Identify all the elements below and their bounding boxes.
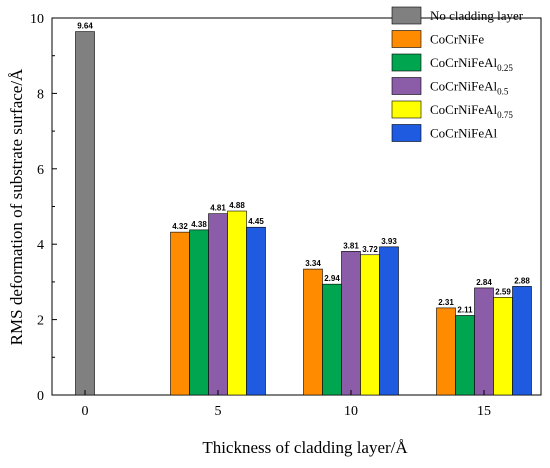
legend-swatch xyxy=(391,53,422,72)
x-tick-label: 0 xyxy=(82,404,89,419)
bar-data-label: 2.59 xyxy=(495,287,511,296)
legend-swatch xyxy=(391,100,422,119)
legend-entry: CoCrNiFeAl xyxy=(430,126,498,141)
bar xyxy=(379,246,399,396)
x-tick-label: 5 xyxy=(215,404,222,419)
legend-swatch xyxy=(391,77,422,95)
bar xyxy=(246,226,266,396)
y-tick-label: 6 xyxy=(37,163,44,178)
bar xyxy=(455,315,475,396)
bar-data-label: 3.72 xyxy=(362,245,378,254)
bar xyxy=(303,268,323,396)
legend: No cladding layer CoCrNiFe CoCrNiFeAl0.25 C… xyxy=(391,6,524,142)
bar xyxy=(436,307,456,396)
bar xyxy=(493,297,513,396)
bar-data-label: 2.94 xyxy=(324,274,340,283)
legend-swatch xyxy=(391,6,422,25)
bar xyxy=(189,229,209,396)
x-tick-label: 10 xyxy=(344,404,358,419)
legend-entry: CoCrNiFeAl0.75 xyxy=(430,102,513,120)
bar xyxy=(474,287,494,396)
bar-data-label: 2.88 xyxy=(514,276,530,285)
y-tick-label: 10 xyxy=(30,12,44,27)
legend-entry: CoCrNiFe xyxy=(430,32,484,47)
bar xyxy=(360,254,380,396)
bar-data-label: 4.81 xyxy=(210,204,226,213)
y-tick-label: 8 xyxy=(37,87,44,102)
bars: 9.64 4.32 4.384.81 4.884.45 3.342.94 3.81 3.72… xyxy=(75,22,532,396)
bar xyxy=(227,210,247,396)
bar xyxy=(208,213,228,396)
legend-entry: CoCrNiFeAl0.5 xyxy=(430,79,509,97)
bar-data-label: 4.38 xyxy=(191,220,207,229)
x-axis-label: Thickness of cladding layer/Å xyxy=(202,438,408,457)
bar xyxy=(341,251,361,396)
bar-data-label: 2.31 xyxy=(438,298,454,307)
y-axis-label: RMS deformation of substrate surface/Å xyxy=(7,68,26,345)
bar xyxy=(322,283,342,396)
bar-data-label: 3.34 xyxy=(305,259,321,268)
legend-swatch xyxy=(391,124,422,142)
legend-swatch xyxy=(391,30,422,48)
bar-data-label: 9.64 xyxy=(77,22,93,31)
bar-data-label: 4.88 xyxy=(229,201,245,210)
y-tick-label: 4 xyxy=(37,238,44,253)
bar-data-label: 4.32 xyxy=(172,222,188,231)
x-tick-label: 15 xyxy=(477,404,491,419)
y-tick-label: 2 xyxy=(37,314,44,329)
bar xyxy=(170,231,190,396)
bar xyxy=(512,286,532,396)
ticks: 0 2 4 6 8 10 0 5 10 15 xyxy=(30,12,491,419)
bar xyxy=(75,31,95,396)
bar-data-label: 2.84 xyxy=(476,278,492,287)
y-tick-label: 0 xyxy=(37,389,44,404)
bar-data-label: 4.45 xyxy=(248,217,264,226)
bar-data-label: 3.93 xyxy=(381,237,397,246)
legend-entry: CoCrNiFeAl0.25 xyxy=(430,55,513,73)
legend-entry: No cladding layer xyxy=(430,8,524,23)
bar-data-label: 3.81 xyxy=(343,241,359,250)
bar-data-label: 2.11 xyxy=(457,305,473,314)
